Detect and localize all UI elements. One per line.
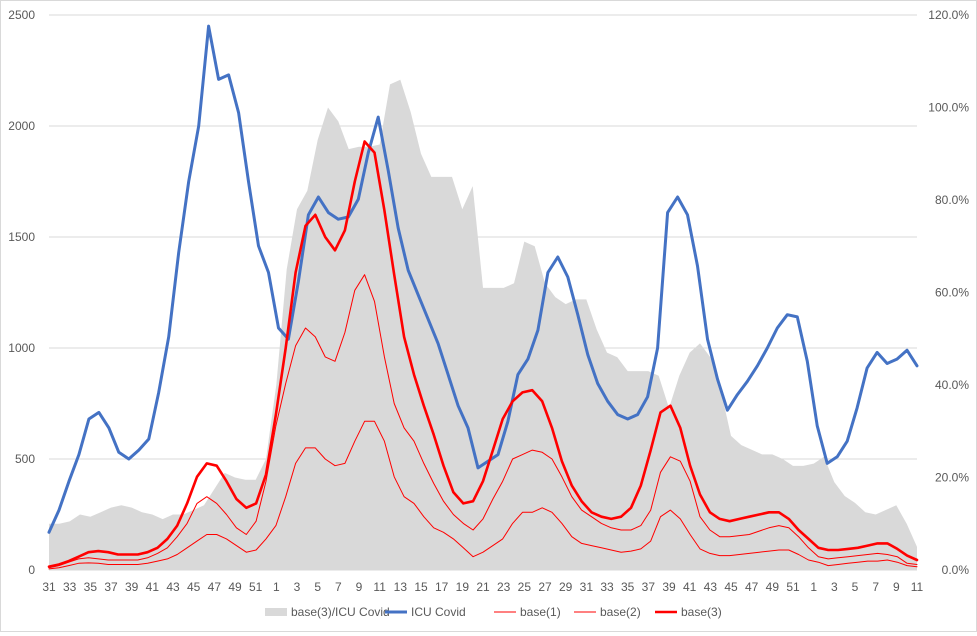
x-tick-label: 49 [228,580,242,594]
x-tick-label: 31 [580,580,594,594]
x-tick-label: 29 [559,580,573,594]
x-tick-label: 23 [497,580,511,594]
y-right-tick-label: 80.0% [935,193,969,207]
y-right-tick-label: 100.0% [928,101,969,115]
area-series-0 [49,79,917,570]
line-series-4 [47,140,919,569]
y-left-tick-label: 2500 [8,8,35,22]
x-tick-label: 7 [872,580,879,594]
x-tick-label: 19 [456,580,470,594]
line-series-layer [47,24,919,570]
x-tick-label: 41 [683,580,697,594]
x-tick-label: 25 [518,580,532,594]
legend-label: base(3) [681,605,722,619]
x-tick-label: 47 [745,580,759,594]
legend-label: base(3)/ICU Covid [291,605,390,619]
x-tick-label: 45 [724,580,738,594]
x-tick-label: 37 [104,580,118,594]
y-right-tick-label: 40.0% [935,378,969,392]
x-tick-label: 43 [704,580,718,594]
x-tick-label: 21 [476,580,490,594]
x-tick-label: 3 [294,580,301,594]
x-tick-label: 37 [642,580,656,594]
legend-label: base(2) [600,605,641,619]
y-left-tick-label: 2000 [8,119,35,133]
x-tick-label: 35 [621,580,635,594]
y-right-tick-label: 60.0% [935,286,969,300]
x-tick-label: 31 [42,580,56,594]
x-tick-label: 9 [356,580,363,594]
x-tick-label: 41 [146,580,160,594]
x-tick-label: 13 [394,580,408,594]
x-tick-label: 11 [911,580,924,594]
x-tick-label: 1 [273,580,280,594]
line-series-3 [48,274,918,569]
y-left-tick-label: 1500 [8,230,35,244]
y-right-tick-label: 20.0% [935,471,969,485]
y-axis-right-ticks: 0.0% 20.0% 40.0% 60.0% 80.0% 100.0% 120.0% [928,8,969,577]
x-tick-label: 33 [600,580,614,594]
y-right-tick-label: 120.0% [928,8,969,22]
x-tick-label: 5 [852,580,859,594]
x-tick-label: 27 [538,580,552,594]
area-series-layer [49,79,917,570]
x-tick-label: 51 [249,580,263,594]
legend-label: ICU Covid [411,605,466,619]
x-tick-label: 43 [166,580,180,594]
y-right-tick-label: 0.0% [942,563,970,577]
x-tick-label: 15 [414,580,428,594]
legend-swatch-area [265,608,287,616]
line-series-2 [48,420,918,570]
y-left-tick-label: 0 [28,563,35,577]
x-tick-label: 3 [831,580,838,594]
y-left-tick-label: 1000 [8,341,35,355]
line-series-1 [47,24,919,534]
x-tick-label: 33 [63,580,77,594]
x-axis-ticks: 31 33 35 37 39 41 43 45 47 49 51 1 3 5 7 9 11 13 15 17 19 21 2… [42,580,923,594]
legend: base(3)/ICU Covid ICU Covid base(1) base(2)… [265,605,722,619]
y-axis-left-ticks: 0 500 1000 1500 2000 2500 [8,8,35,577]
x-tick-label: 49 [766,580,780,594]
x-tick-label: 1 [810,580,817,594]
x-tick-label: 9 [893,580,900,594]
x-tick-label: 39 [662,580,676,594]
x-tick-label: 7 [335,580,342,594]
x-tick-label: 39 [125,580,139,594]
x-tick-label: 51 [786,580,800,594]
legend-label: base(1) [520,605,561,619]
y-left-tick-label: 500 [15,452,35,466]
x-tick-label: 11 [373,580,386,594]
x-tick-label: 47 [208,580,222,594]
x-tick-label: 45 [187,580,201,594]
x-tick-label: 5 [314,580,321,594]
x-tick-label: 17 [435,580,449,594]
x-tick-label: 35 [84,580,98,594]
